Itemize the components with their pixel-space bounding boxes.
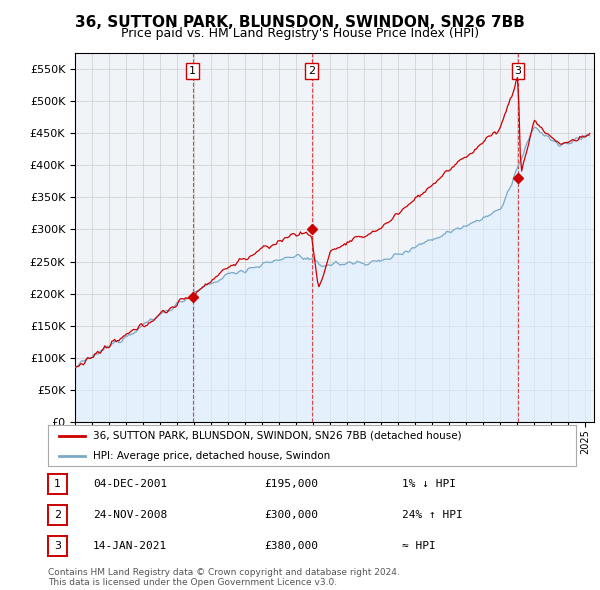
Text: 36, SUTTON PARK, BLUNSDON, SWINDON, SN26 7BB (detached house): 36, SUTTON PARK, BLUNSDON, SWINDON, SN26…: [93, 431, 461, 441]
Text: £195,000: £195,000: [264, 480, 318, 489]
Text: 24-NOV-2008: 24-NOV-2008: [93, 510, 167, 520]
Text: HPI: Average price, detached house, Swindon: HPI: Average price, detached house, Swin…: [93, 451, 330, 461]
Text: 3: 3: [515, 66, 521, 76]
Text: 24% ↑ HPI: 24% ↑ HPI: [402, 510, 463, 520]
Text: £300,000: £300,000: [264, 510, 318, 520]
Text: 1: 1: [189, 66, 196, 76]
Text: 14-JAN-2021: 14-JAN-2021: [93, 541, 167, 550]
Text: Price paid vs. HM Land Registry's House Price Index (HPI): Price paid vs. HM Land Registry's House …: [121, 27, 479, 40]
Text: 3: 3: [54, 541, 61, 550]
Text: 04-DEC-2001: 04-DEC-2001: [93, 480, 167, 489]
Text: 2: 2: [54, 510, 61, 520]
Text: £380,000: £380,000: [264, 541, 318, 550]
Text: ≈ HPI: ≈ HPI: [402, 541, 436, 550]
Text: 1: 1: [54, 480, 61, 489]
Text: 1% ↓ HPI: 1% ↓ HPI: [402, 480, 456, 489]
Text: Contains HM Land Registry data © Crown copyright and database right 2024.
This d: Contains HM Land Registry data © Crown c…: [48, 568, 400, 587]
Text: 36, SUTTON PARK, BLUNSDON, SWINDON, SN26 7BB: 36, SUTTON PARK, BLUNSDON, SWINDON, SN26…: [75, 15, 525, 30]
Text: 2: 2: [308, 66, 315, 76]
